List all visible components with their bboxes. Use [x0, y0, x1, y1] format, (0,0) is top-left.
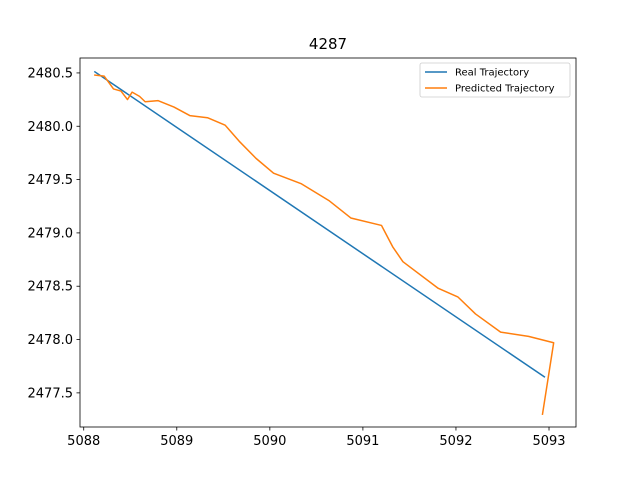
y-tick-label: 2477.5 — [28, 386, 74, 401]
series-layer — [93, 70, 555, 416]
plot-background — [80, 58, 576, 427]
x-tick-label: 5088 — [67, 434, 100, 449]
legend: Real Trajectory Predicted Trajectory — [419, 62, 571, 98]
x-tick-label: 5089 — [160, 434, 193, 449]
x-tick-label: 5092 — [439, 434, 472, 449]
x-tick-label: 5091 — [346, 434, 379, 449]
series-line-predicted-trajectory — [94, 74, 555, 416]
legend-label: Real Trajectory — [455, 68, 529, 79]
y-tick-label: 2478.0 — [28, 333, 74, 348]
y-tick-label: 2478.5 — [28, 280, 74, 295]
x-tick-label: 5093 — [532, 434, 565, 449]
y-tick-label: 2479.0 — [28, 226, 74, 241]
chart-title: 4287 — [309, 35, 347, 53]
x-axis: 5088 5089 5090 5091 5092 5093 — [67, 427, 566, 449]
x-tick-label: 5090 — [253, 434, 286, 449]
plot-area — [80, 58, 576, 427]
y-axis: 2477.5 2478.0 2478.5 2479.0 2479.5 2480.0 2480… — [28, 66, 80, 401]
legend-label: Predicted Trajectory — [455, 84, 555, 95]
legend-box — [419, 62, 571, 98]
series-line-real-trajectory — [93, 70, 546, 378]
y-tick-label: 2480.5 — [28, 66, 74, 81]
y-tick-label: 2480.0 — [28, 120, 74, 135]
plot-frame — [79, 57, 577, 428]
y-tick-label: 2479.5 — [28, 173, 74, 188]
